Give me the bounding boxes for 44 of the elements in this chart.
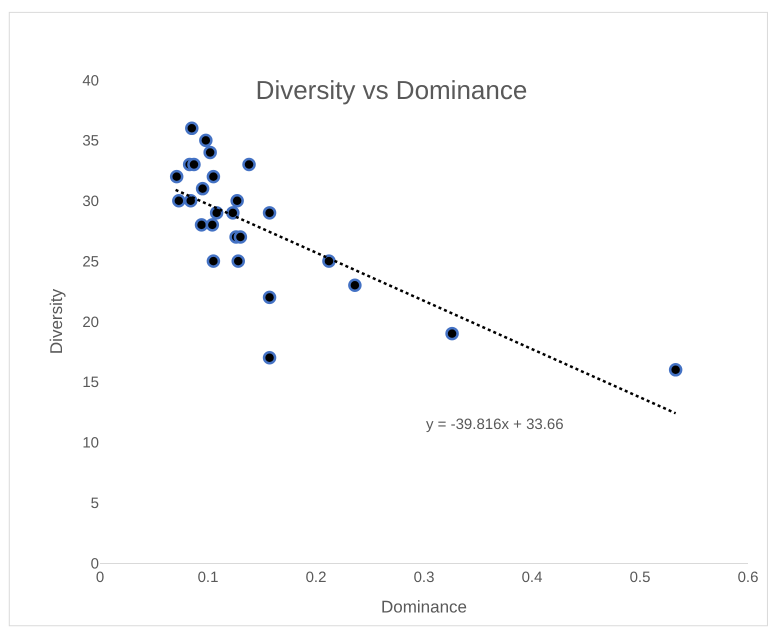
point [668,363,682,377]
point [445,326,459,340]
point [185,122,199,136]
point [262,206,276,220]
y-axis-title: Diversity [46,288,66,354]
y-tick-label: 30 [82,193,99,210]
x-tick-label: 0.3 [414,569,434,586]
point [184,194,198,208]
point [172,194,186,208]
x-tick-label: 0.2 [306,569,326,586]
x-tick-label: 0.4 [522,569,542,586]
x-tick-label: 0.1 [198,569,218,586]
point [262,350,276,364]
point [210,206,224,220]
annotation: y = -39.816x + 33.66 [426,416,564,433]
point [170,170,184,184]
y-tick-label: 25 [82,253,99,270]
point [203,146,217,160]
point [230,194,244,208]
y-tick-label: 35 [82,132,99,150]
chart-title: Diversity vs Dominance [256,75,528,106]
point [206,254,220,268]
point [196,182,210,196]
y-tick-label: 40 [82,72,99,90]
x-axis-title: Dominance [381,597,467,616]
y-tick-label: 0 [90,555,99,572]
point [206,218,220,232]
point [262,290,276,304]
x-tick-label: 0.6 [738,569,758,586]
y-tick-label: 10 [82,434,99,452]
point [231,254,245,268]
point [226,206,240,220]
point [199,134,213,148]
point [242,158,256,172]
point [234,230,248,244]
y-tick-label: 20 [82,314,99,331]
point [322,254,336,268]
point [206,170,220,184]
point [194,218,208,232]
point [348,278,362,292]
y-tick-label: 15 [82,374,99,392]
y-tick-label: 5 [90,494,99,512]
point [187,158,201,172]
x-tick-label: 0.5 [630,569,650,586]
